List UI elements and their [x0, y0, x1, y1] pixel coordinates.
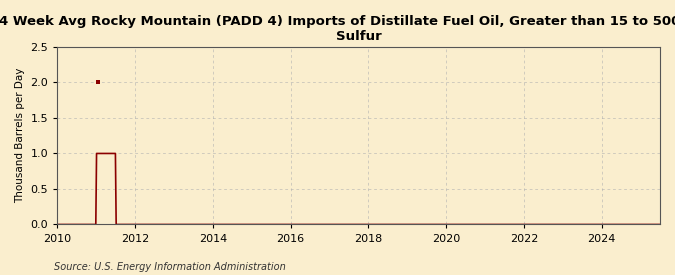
Y-axis label: Thousand Barrels per Day: Thousand Barrels per Day — [15, 68, 25, 204]
Text: Source: U.S. Energy Information Administration: Source: U.S. Energy Information Administ… — [54, 262, 286, 272]
Title: 4 Week Avg Rocky Mountain (PADD 4) Imports of Distillate Fuel Oil, Greater than : 4 Week Avg Rocky Mountain (PADD 4) Impor… — [0, 15, 675, 43]
